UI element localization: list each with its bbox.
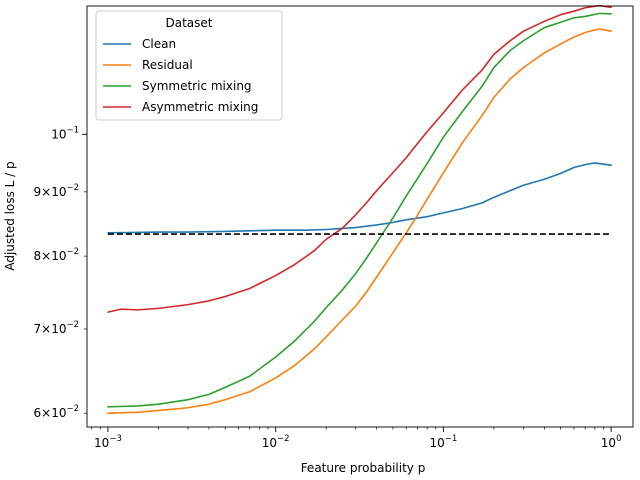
y-tick-label: 6×10−2 <box>34 404 80 420</box>
y-tick-label: 9×10−2 <box>34 183 80 199</box>
series-line-symmetric-mixing <box>107 12 612 408</box>
y-tick-label: 7×10−2 <box>34 320 80 336</box>
legend-label-residual: Residual <box>142 58 193 72</box>
legend-entries: Clean Residual Symmetric mixing Asymmetric … <box>103 37 258 114</box>
x-tick-label: 10−3 <box>94 434 122 450</box>
x-axis-label: Feature probability p <box>301 461 426 475</box>
plot-frame <box>86 5 634 428</box>
ticks-layer: 10−3 10−2 10−1 100 6×10−2 7×10−2 8×10−2 9×10−2 1… <box>34 125 622 450</box>
x-tick-label: 100 <box>601 434 622 450</box>
y-tick-label: 10−1 <box>51 125 79 141</box>
plot-layer <box>107 4 612 414</box>
x-tick-label: 10−2 <box>262 434 290 450</box>
y-axis-label: Adjusted loss L / p <box>3 161 17 270</box>
legend-label-clean: Clean <box>142 37 176 51</box>
series-line-residual <box>107 28 612 414</box>
x-tick-label: 10−1 <box>430 434 458 450</box>
legend-label-asymmetric-mixing: Asymmetric mixing <box>142 100 258 114</box>
legend: Dataset Clean Residual Symmetric mixing Asy… <box>95 10 283 121</box>
series-line-asymmetric-mixing <box>107 4 612 313</box>
legend-label-symmetric-mixing: Symmetric mixing <box>142 79 252 93</box>
legend-box <box>95 10 283 121</box>
y-tick-label: 8×10−2 <box>34 247 80 263</box>
legend-title: Dataset <box>166 16 213 30</box>
series-line-clean <box>107 162 612 234</box>
